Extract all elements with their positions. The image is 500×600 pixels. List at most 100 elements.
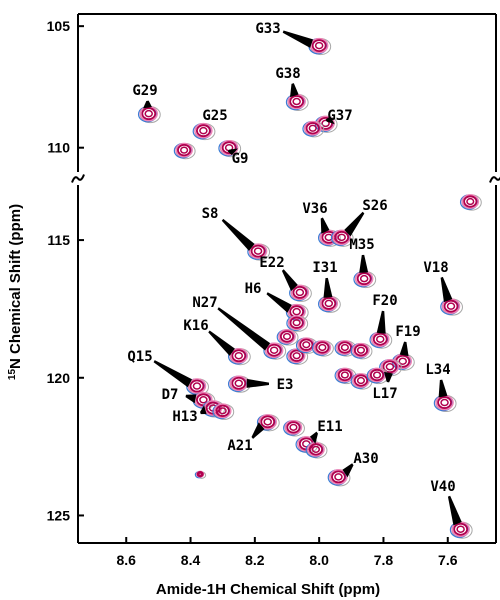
contour-core <box>375 335 385 343</box>
contour-core <box>466 197 475 206</box>
contour-ring <box>287 348 306 364</box>
peak-labels: G33 G38 G37 G29 G25 G9 S8 V36 S26 E22 M35 H6 I31 V18 N… <box>127 21 455 495</box>
y-axis-title-superscript: 15 <box>7 369 18 381</box>
contour-ring <box>215 404 230 417</box>
contour-ring <box>289 316 304 329</box>
contour-core <box>311 445 321 453</box>
pointer-H13 <box>200 405 207 415</box>
contour-ring <box>279 330 295 343</box>
contour-core <box>340 343 349 352</box>
pointer-S8 <box>221 218 255 251</box>
contour-ring <box>352 342 370 358</box>
contour-core <box>198 472 203 477</box>
contour-core <box>446 302 456 310</box>
contour-core <box>199 396 208 404</box>
pointer-G29 <box>143 100 152 109</box>
y-tick-label: 105 <box>47 18 71 34</box>
contour-core <box>456 525 465 533</box>
contour-ring <box>194 122 213 139</box>
unassigned-peak <box>286 348 309 365</box>
pointer-S26 <box>344 211 365 237</box>
contour-core <box>263 418 272 426</box>
contour-core <box>282 332 292 341</box>
peak-V40 <box>449 521 473 539</box>
contour-ring <box>334 230 350 244</box>
contour-core <box>385 363 395 371</box>
peak-label-G25: G25 <box>202 108 227 124</box>
pointer-F19 <box>399 341 409 357</box>
peak-G38 <box>285 93 309 112</box>
contour-ring <box>331 470 346 484</box>
contour-core <box>308 124 317 132</box>
x-tick-label: 7.6 <box>438 552 458 568</box>
contour-core <box>199 126 208 135</box>
contour-ring <box>250 244 266 258</box>
peak-label-D7: D7 <box>162 387 179 403</box>
contour-ring <box>175 142 193 158</box>
contour-core <box>180 146 189 154</box>
pointer-H6 <box>266 292 292 313</box>
contour-core <box>295 288 305 297</box>
unassigned-peak <box>212 403 235 420</box>
contour-core <box>302 341 311 349</box>
peak-label-F20: F20 <box>372 293 397 309</box>
contour-ring <box>369 368 385 382</box>
contour-ring <box>141 107 157 121</box>
contour-core <box>292 307 301 316</box>
unassigned-peak <box>312 340 334 357</box>
pointer-G25 <box>204 123 212 129</box>
contour-ring <box>292 285 308 299</box>
peak-S8 <box>247 243 271 261</box>
contour-ring <box>308 443 324 456</box>
contour-ring <box>248 243 268 259</box>
pointer-G37 <box>325 116 335 125</box>
contour-ring <box>287 303 306 320</box>
pointer-F20 <box>376 310 386 334</box>
contour-ring <box>356 272 372 286</box>
y-axis-title: 15N Chemical Shift (ppm) <box>7 204 24 380</box>
peak-A30 <box>327 469 351 487</box>
peak-label-G37: G37 <box>327 108 352 124</box>
pointer-D7 <box>185 394 197 404</box>
peak-label-H6: H6 <box>245 281 262 297</box>
unassigned-peak <box>305 441 328 459</box>
contour-core <box>321 119 330 128</box>
peak-L34 <box>433 394 457 413</box>
peak-label-E11: E11 <box>317 419 342 435</box>
peak-S26 <box>330 229 354 247</box>
unassigned-peak <box>334 367 357 385</box>
contour-ring <box>260 415 276 429</box>
peak-label-F19: F19 <box>395 324 420 340</box>
contour-ring <box>336 367 354 383</box>
peak-label-A30: A30 <box>353 451 378 467</box>
pointer-E3 <box>246 378 270 388</box>
y-axis-title-main: N Chemical Shift (ppm) <box>7 204 24 369</box>
contour-core <box>337 233 346 242</box>
unassigned-peak <box>302 120 325 138</box>
contour-core <box>318 343 327 352</box>
peak-label-G29: G29 <box>132 83 157 99</box>
peak-label-M35: M35 <box>349 237 374 253</box>
unassigned-peak <box>459 194 482 211</box>
contour-core <box>218 407 227 415</box>
peak-G33 <box>308 37 332 56</box>
y-tick-label: 110 <box>47 140 70 156</box>
contour-core <box>324 299 334 308</box>
contour-ring <box>196 471 204 478</box>
x-tick-label: 7.8 <box>374 552 394 568</box>
contour-core <box>192 382 202 390</box>
contour-core <box>356 376 366 385</box>
contour-ring <box>453 522 469 536</box>
unassigned-peak <box>366 367 389 385</box>
pointer-E11 <box>309 431 318 444</box>
contour-ring <box>299 338 314 351</box>
unassigned-peak <box>173 142 196 160</box>
unassigned-peak <box>350 342 373 360</box>
contour-ring <box>213 403 232 419</box>
peak-label-S8: S8 <box>202 206 219 222</box>
peak-M35 <box>353 270 377 289</box>
peak-label-V18: V18 <box>423 260 448 276</box>
contour-core <box>372 371 382 379</box>
contour-ring <box>219 139 239 156</box>
peak-label-L17: L17 <box>372 386 397 402</box>
